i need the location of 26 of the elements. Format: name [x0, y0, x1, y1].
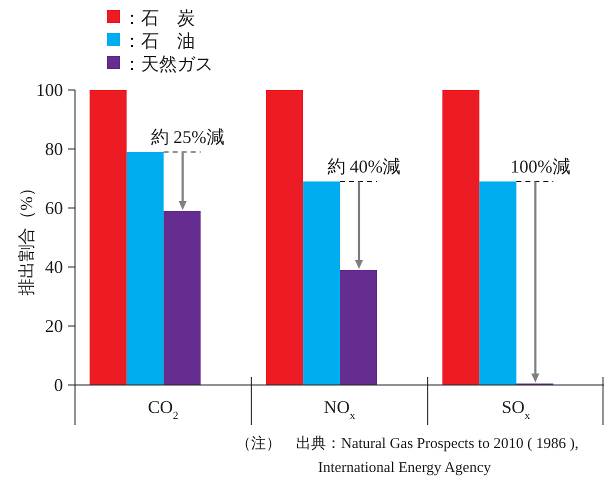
bar	[164, 210, 201, 385]
y-axis-title: 排出割合（%）	[17, 179, 36, 296]
text: （注） 出典：Natural Gas Prospects to 2010 ( 1986 ),	[236, 435, 578, 452]
legend-label: ：石 油	[123, 31, 195, 51]
annotation: 約 40%減	[327, 156, 401, 176]
x-tick-label: CO$_{2}$	[148, 397, 178, 422]
legend-label: ：石 炭	[123, 8, 195, 28]
y-tick-label: 60	[45, 198, 63, 218]
bar	[126, 152, 164, 385]
y-tick-label: 80	[45, 139, 63, 159]
bar	[90, 90, 127, 385]
x-tick-label: SO$_{x}$	[502, 397, 531, 422]
bar	[266, 90, 303, 385]
bar	[340, 270, 377, 385]
annotation: 約 25%減	[150, 126, 224, 147]
y-tick-label: 40	[45, 257, 63, 277]
y-tick-label: 20	[45, 316, 63, 336]
bar	[479, 181, 516, 385]
bar	[303, 181, 340, 385]
legend-label: ：天然ガス	[123, 54, 213, 74]
y-tick-label: 0	[54, 375, 63, 395]
x-tick-label: NO$_{x}$	[324, 397, 356, 422]
text: International Energy Agency	[318, 460, 492, 476]
y-tick-label: 100	[36, 80, 63, 100]
annotation: 100%減	[510, 156, 570, 176]
bar	[442, 90, 480, 385]
